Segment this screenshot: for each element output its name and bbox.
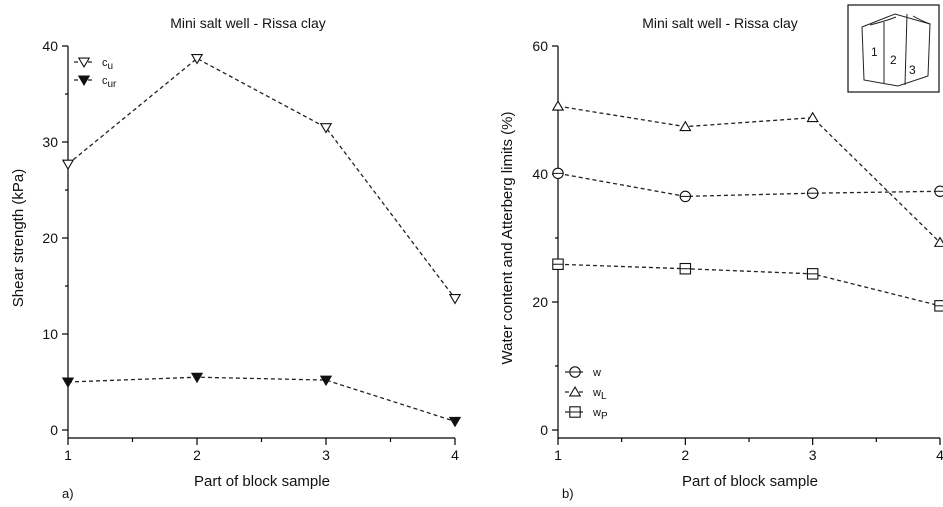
x-tick-label: 1 bbox=[554, 447, 562, 463]
data-point-cur bbox=[319, 375, 333, 387]
inset-block-outline bbox=[861, 13, 931, 87]
series-line-cu bbox=[67, 57, 456, 299]
y-tick-label: 30 bbox=[42, 134, 58, 150]
chart-title-b: Mini salt well - Rissa clay bbox=[642, 15, 798, 31]
legend-b: w wL wP bbox=[565, 366, 608, 422]
y-tick-label: 10 bbox=[42, 326, 58, 342]
legend-a: cu cur bbox=[74, 57, 117, 90]
x-tick-label: 3 bbox=[809, 447, 817, 463]
chart-title-a: Mini salt well - Rissa clay bbox=[170, 15, 326, 31]
block-sample-inset: 1 2 3 bbox=[847, 4, 940, 93]
x-tick-label: 2 bbox=[681, 447, 689, 463]
series-line-wP bbox=[557, 263, 941, 307]
x-tick-label: 1 bbox=[64, 447, 72, 463]
x-tick-label: 2 bbox=[193, 447, 201, 463]
legend-label-w: w bbox=[592, 367, 601, 379]
series-group-b bbox=[551, 100, 943, 312]
x-tick-label: 3 bbox=[322, 447, 330, 463]
series-line-w bbox=[557, 172, 941, 198]
chart-panel-b: Mini salt well - Rissa clay Water conten… bbox=[499, 4, 943, 501]
data-point-cur bbox=[448, 416, 462, 428]
data-point-cu bbox=[61, 159, 75, 171]
data-point-wL bbox=[679, 120, 692, 132]
data-point-cu bbox=[190, 54, 204, 65]
y-axis-label-a: Shear strength (kPa) bbox=[10, 169, 27, 307]
y-tick-label: 20 bbox=[42, 230, 58, 246]
series-group-a bbox=[61, 54, 462, 428]
y-tick-label: 0 bbox=[50, 422, 58, 438]
y-tick-label: 40 bbox=[42, 38, 58, 54]
x-axis-label-b: Part of block sample bbox=[682, 473, 818, 490]
x-axis-label-a: Part of block sample bbox=[194, 473, 330, 490]
legend-marker-cur bbox=[77, 75, 91, 87]
data-point-cur bbox=[190, 372, 204, 384]
inset-block-divider-2 bbox=[904, 13, 908, 86]
y-tick-label: 0 bbox=[540, 422, 548, 438]
panel-label-a: a) bbox=[62, 486, 74, 501]
y-tick-label: 20 bbox=[532, 294, 548, 310]
data-point-cu bbox=[448, 294, 462, 305]
legend-marker-wL bbox=[568, 385, 582, 397]
inset-label-2: 2 bbox=[890, 53, 897, 67]
data-point-wL bbox=[806, 111, 819, 123]
chart-panel-a: Mini salt well - Rissa clay Shear streng… bbox=[10, 15, 462, 501]
y-axis-label-b: Water content and Atterberg limits (%) bbox=[499, 112, 516, 365]
data-point-cur bbox=[61, 377, 75, 389]
x-tick-label: 4 bbox=[936, 447, 943, 463]
legend-label-cu: cu bbox=[102, 57, 113, 72]
panel-label-b: b) bbox=[562, 486, 574, 501]
inset-block-top-curve bbox=[869, 15, 931, 26]
y-tick-label: 60 bbox=[532, 38, 548, 54]
series-line-wL bbox=[557, 105, 941, 243]
legend-label-wL: wL bbox=[592, 387, 607, 402]
x-tick-label: 4 bbox=[451, 447, 459, 463]
legend-marker-cu bbox=[77, 57, 91, 69]
inset-label-3: 3 bbox=[909, 63, 916, 77]
axes-a: 0 10 20 30 40 1 2 3 4 bbox=[42, 38, 459, 463]
inset-label-1: 1 bbox=[871, 45, 878, 59]
legend-label-cur: cur bbox=[102, 75, 117, 90]
data-point-cu bbox=[319, 123, 333, 134]
series-line-cur bbox=[67, 376, 456, 422]
legend-label-wP: wP bbox=[592, 407, 608, 422]
y-tick-label: 40 bbox=[532, 166, 548, 182]
data-point-wL bbox=[551, 100, 565, 111]
